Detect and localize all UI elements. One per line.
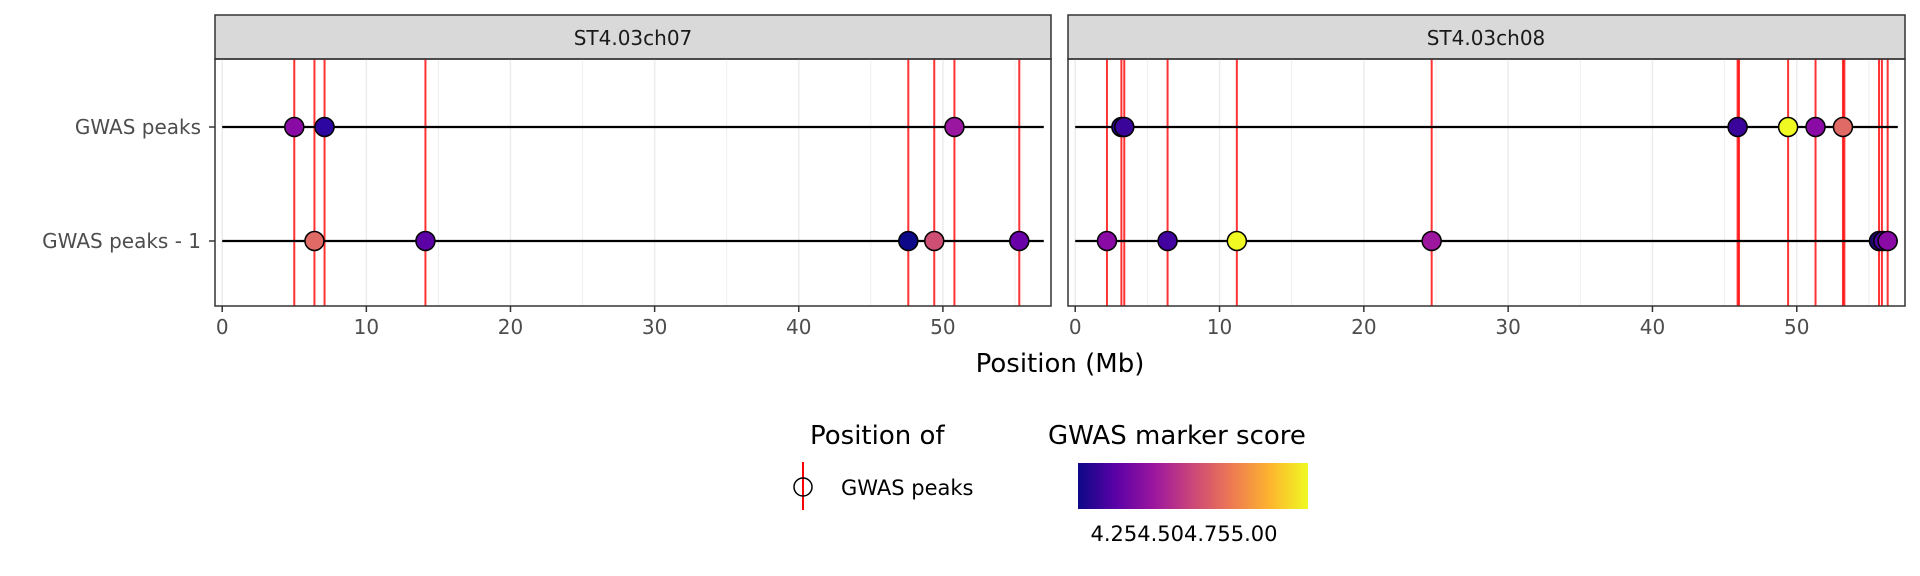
x-axis-title: Position (Mb) <box>976 349 1145 379</box>
strip-label: ST4.03ch07 <box>574 26 693 50</box>
strip-label: ST4.03ch08 <box>1427 26 1546 50</box>
row-lines <box>222 125 1044 243</box>
data-point <box>415 230 436 252</box>
data-point <box>1096 230 1118 252</box>
y-axis-labels: GWAS peaks GWAS peaks - 1 <box>42 115 215 253</box>
x-tick-label: 10 <box>1207 315 1232 339</box>
x-tick-label: 50 <box>1784 315 1809 339</box>
data-point <box>1832 116 1854 138</box>
peak-lines <box>1105 59 1889 306</box>
y-tick-label: GWAS peaks - 1 <box>42 229 201 253</box>
data-point <box>284 116 305 138</box>
panel-st403ch08: ST4.03ch08 0 10 20 30 40 50 <box>1067 14 1906 339</box>
legend-score-title: GWAS marker score <box>1048 421 1306 451</box>
panel-border <box>214 58 1052 307</box>
panel-border <box>1067 58 1906 307</box>
x-tick-label: 40 <box>786 315 811 339</box>
data-point <box>1421 230 1442 252</box>
data-point <box>944 116 965 138</box>
y-tick-label: GWAS peaks <box>75 115 201 139</box>
data-point <box>923 230 945 252</box>
peak-lines <box>293 59 1021 306</box>
data-point <box>1226 230 1248 252</box>
panel-st403ch07: ST4.03ch07 0 10 20 30 40 50 <box>214 14 1052 339</box>
x-ticks: 0 10 20 30 40 50 <box>1069 306 1809 339</box>
legend-score-labels: 4.254.504.755.00 <box>1090 522 1277 546</box>
x-tick-label: 50 <box>930 315 955 339</box>
grid-lines <box>221 59 1016 306</box>
data-point <box>1157 230 1178 252</box>
data-point <box>1777 116 1799 138</box>
data-point <box>1727 116 1748 138</box>
data-point <box>1114 116 1135 138</box>
x-ticks: 0 10 20 30 40 50 <box>216 306 956 339</box>
data-point <box>1009 230 1030 252</box>
data-point <box>1805 116 1826 138</box>
data-point <box>1877 230 1898 252</box>
data-point <box>314 116 335 138</box>
x-tick-label: 30 <box>1495 315 1520 339</box>
row-lines <box>1075 125 1898 243</box>
x-tick-label: 10 <box>354 315 379 339</box>
x-tick-label: 30 <box>642 315 667 339</box>
strip-background <box>214 14 1052 60</box>
grid-lines <box>1074 59 1870 306</box>
legend-color-bar <box>1078 463 1308 509</box>
data-point <box>304 230 325 252</box>
points <box>284 116 1030 252</box>
legend-point-key <box>793 477 813 497</box>
legend: Position of GWAS peaks GWAS marker score… <box>793 421 1308 546</box>
x-tick-label: 20 <box>498 315 523 339</box>
legend-position-title: Position of <box>810 421 945 451</box>
points <box>1096 116 1898 252</box>
x-tick-label: 0 <box>216 315 229 339</box>
data-point <box>898 230 919 252</box>
legend-position-label: GWAS peaks <box>841 476 973 500</box>
x-tick-label: 40 <box>1640 315 1665 339</box>
x-tick-label: 0 <box>1069 315 1082 339</box>
x-tick-label: 20 <box>1351 315 1376 339</box>
